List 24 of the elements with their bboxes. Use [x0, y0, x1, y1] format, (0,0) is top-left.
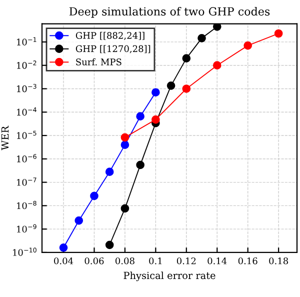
y-tick-label: 10$^{−2}$: [17, 60, 36, 69]
x-tick-label: 0.18: [269, 257, 288, 264]
x-axis-title: Physical error rate: [124, 272, 216, 282]
y-tick-label: 10$^{−6}$: [17, 154, 36, 162]
y-tick-label: 10$^{−4}$: [17, 107, 36, 116]
x-tick-label: 0.1: [149, 257, 162, 264]
y-tick-label: 10$^{−3}$: [17, 84, 36, 92]
x-tick-label: 0.16: [238, 257, 258, 264]
y-axis-title: WER: [1, 126, 9, 150]
y-tick-label: 10$^{−9}$: [17, 224, 36, 233]
y-tick-label: 10$^{−8}$: [17, 200, 36, 210]
legend-label: Surf. MPS: [76, 58, 122, 66]
x-tick-label: 0.14: [208, 257, 227, 264]
y-tick-label: 10$^{−5}$: [17, 130, 36, 140]
y-tick-label: 10$^{−10}$: [13, 248, 36, 256]
x-tick-label: 0.04: [54, 257, 74, 264]
x-tick-label: 0.12: [176, 257, 196, 264]
y-tick-label: 10$^{−7}$: [17, 178, 36, 186]
legend-label: GHP [[1270,28]]: [76, 45, 150, 54]
y-tick-label: 10$^{−1}$: [17, 37, 36, 46]
x-tick-label: 0.06: [84, 257, 104, 264]
chart-title: Deep simulations of two GHP codes: [69, 6, 270, 18]
legend-label: GHP [[882,24]]: [76, 32, 144, 40]
x-tick-label: 0.08: [115, 257, 134, 264]
